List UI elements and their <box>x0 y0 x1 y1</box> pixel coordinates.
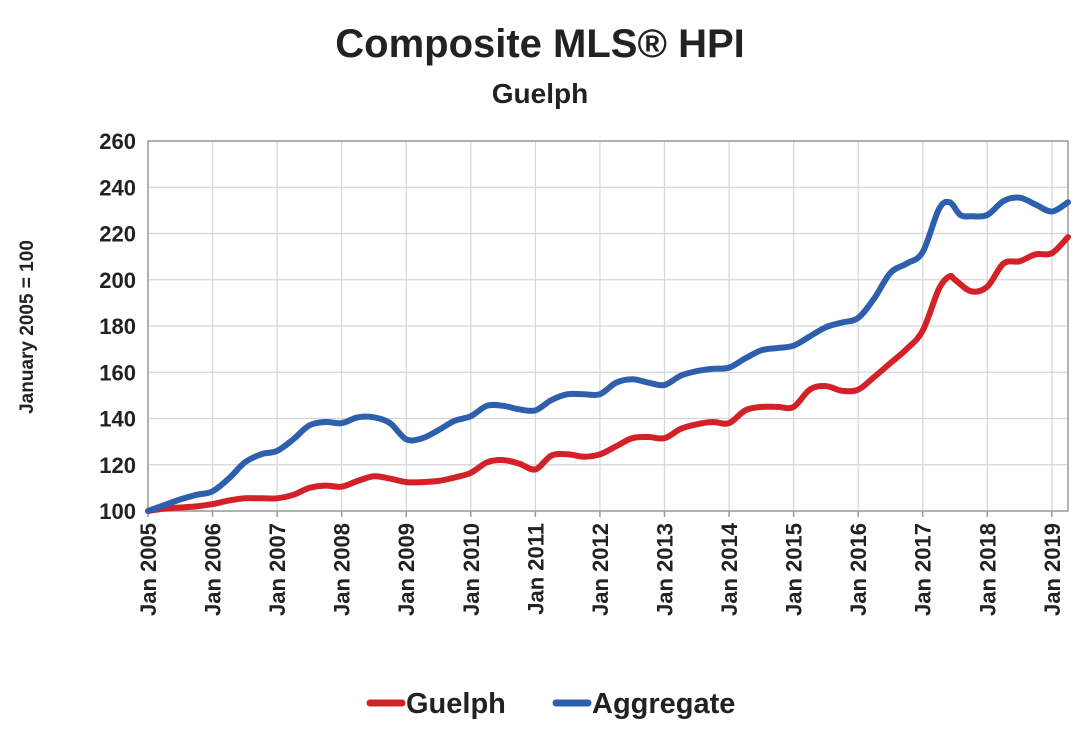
x-axis-ticks: Jan 2005 Jan 2006 Jan 2007 Jan 2008 Jan 2009… <box>136 511 1065 616</box>
chart-title: Composite MLS® HPI <box>335 22 745 66</box>
series-line-aggregate <box>145 194 1071 514</box>
x-tick-label: Jan 2008 <box>330 523 355 616</box>
x-tick-label: Jan 2015 <box>782 523 807 616</box>
legend-label-guelph: Guelph <box>406 688 506 720</box>
x-tick-label: Jan 2009 <box>394 523 419 616</box>
x-tick-label: Jan 2018 <box>975 523 1000 616</box>
x-tick-label: Jan 2007 <box>265 523 290 616</box>
x-tick-label: Jan 2012 <box>588 523 613 616</box>
plot-area-border <box>147 140 1069 512</box>
y-tick-label: 100 <box>99 499 136 524</box>
legend: Guelph Aggregate <box>366 688 735 720</box>
y-tick-label: 200 <box>99 268 136 293</box>
x-tick-label: Jan 2016 <box>846 523 871 616</box>
x-tick-label: Jan 2010 <box>459 523 484 616</box>
y-tick-label: 140 <box>99 407 136 432</box>
y-axis-ticks: 100 120 140 160 180 200 220 240 260 <box>99 129 136 524</box>
x-tick-label: Jan 2013 <box>652 523 677 616</box>
y-tick-label: 160 <box>99 360 136 385</box>
x-tick-label: Jan 2014 <box>717 522 742 616</box>
series-line-guelph <box>145 234 1071 514</box>
x-tick-label: Jan 2017 <box>911 523 936 616</box>
legend-label-aggregate: Aggregate <box>592 688 735 720</box>
x-tick-label: Jan 2019 <box>1040 523 1065 616</box>
x-tick-label: Jan 2011 <box>523 523 548 615</box>
y-tick-label: 220 <box>99 222 136 247</box>
y-tick-label: 260 <box>99 129 136 154</box>
y-axis-label: January 2005 = 100 <box>17 240 38 414</box>
y-tick-label: 120 <box>99 453 136 478</box>
y-tick-label: 240 <box>99 175 136 200</box>
series-lines <box>145 194 1071 514</box>
x-tick-label: Jan 2005 <box>136 523 161 616</box>
gridlines <box>147 140 1068 512</box>
y-tick-label: 180 <box>99 314 136 339</box>
x-tick-label: Jan 2006 <box>201 523 226 616</box>
chart-subtitle: Guelph <box>492 78 588 109</box>
